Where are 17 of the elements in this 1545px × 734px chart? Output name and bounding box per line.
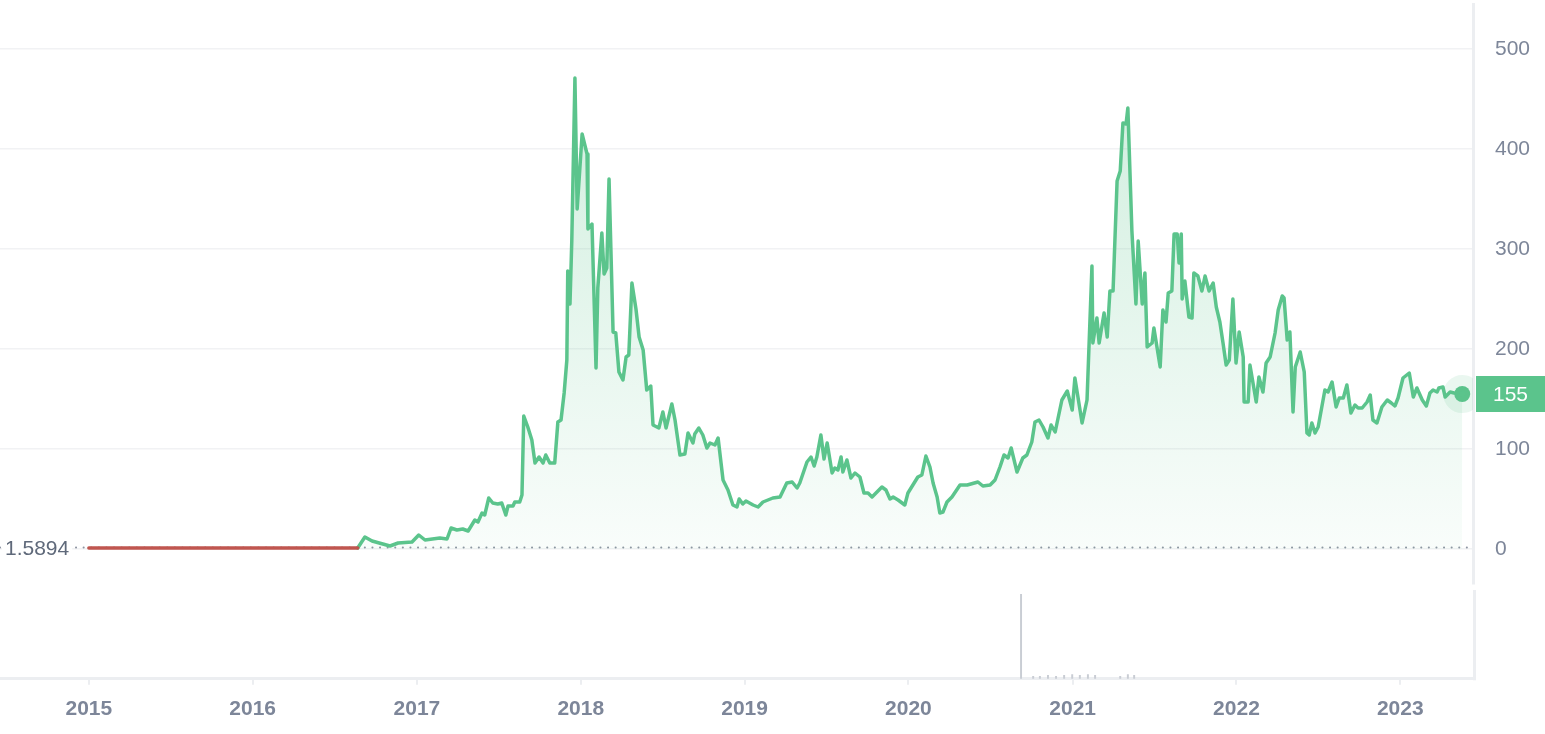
x-tick-label: 2015	[65, 696, 113, 720]
x-tick-label: 2016	[229, 696, 277, 720]
x-tick-label: 2017	[393, 696, 441, 720]
y-tick-label: 500	[1495, 35, 1531, 59]
y-tick-label: 200	[1495, 335, 1531, 359]
y-tick-label: 0	[1495, 535, 1507, 559]
x-tick-label: 2018	[557, 696, 605, 720]
x-tick-label: 2019	[721, 696, 768, 720]
x-tick-label: 2021	[1049, 696, 1097, 720]
y-tick-label: 100	[1495, 435, 1531, 459]
data-label: 155	[1492, 381, 1529, 405]
x-tick-label: 2022	[1213, 696, 1260, 720]
ref-line-label: 1.5894	[5, 536, 70, 560]
y-tick-label: 300	[1495, 235, 1531, 259]
x-tick-label: 2023	[1376, 696, 1424, 720]
x-tick-label: 2020	[885, 696, 932, 720]
y-tick-label: 400	[1495, 135, 1531, 159]
